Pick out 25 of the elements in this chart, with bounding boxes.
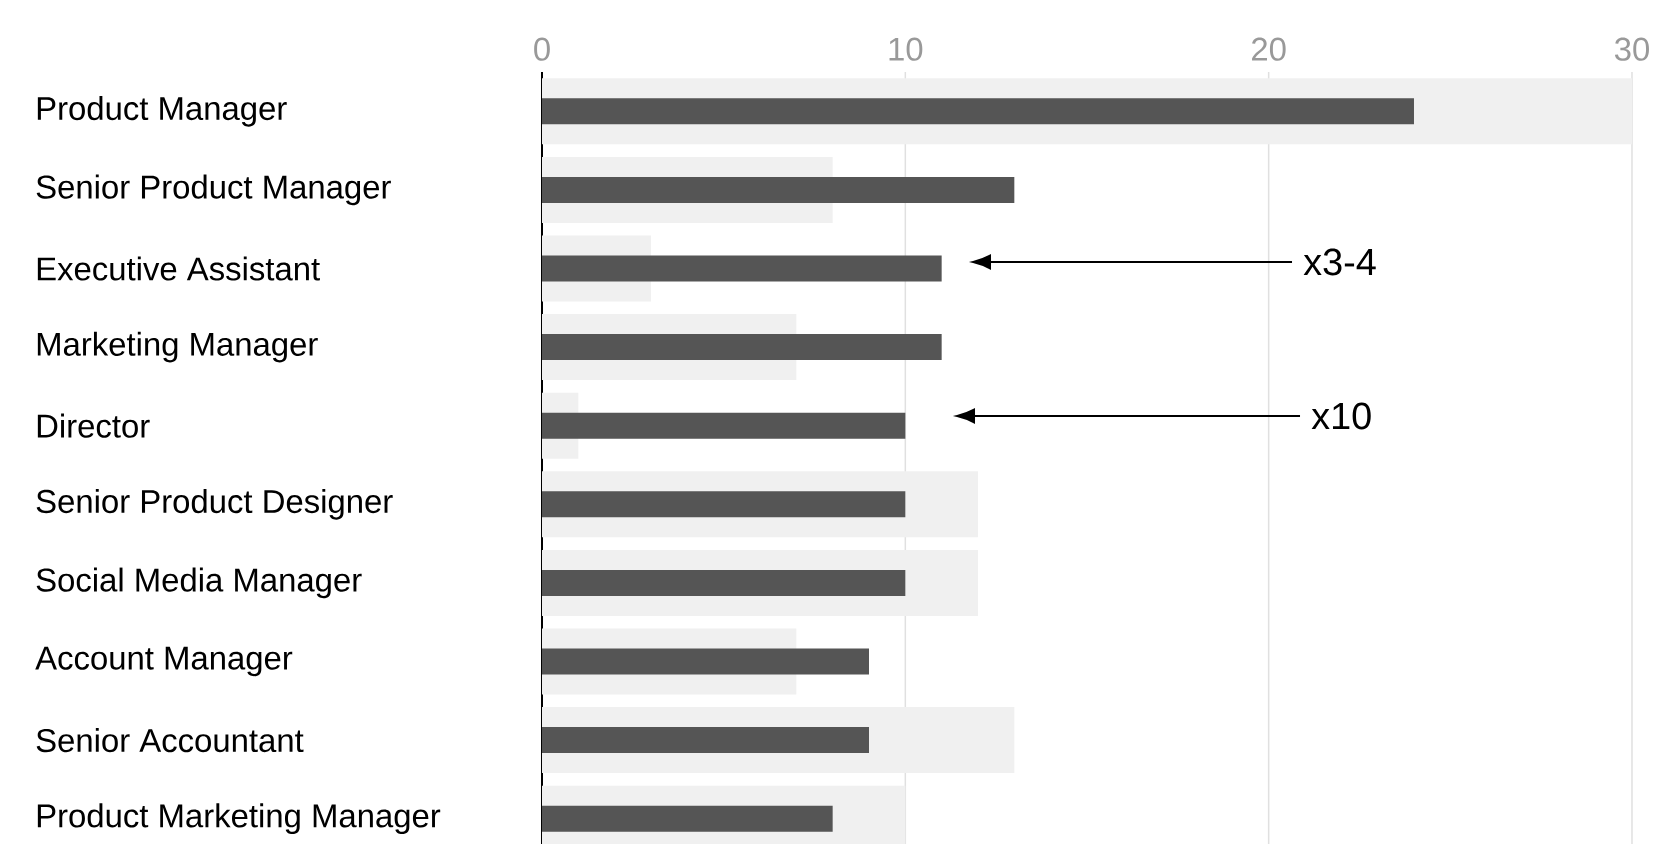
x-tick-label: 20 [1252, 37, 1286, 61]
bar [542, 491, 906, 518]
y-tick-label: Senior Product Designer [36, 488, 393, 520]
annotation: x10 [1311, 402, 1371, 430]
bar [542, 727, 869, 754]
bar [542, 255, 942, 282]
y-tick-label: Marketing Manager [37, 331, 318, 363]
x-tick-label: 0 [534, 37, 550, 61]
y-tick-label: Senior Product Manager [36, 174, 391, 206]
y-tick-label: Product Manager [37, 95, 287, 127]
y-tick-label: Product Marketing Manager [37, 803, 441, 835]
bar [542, 648, 869, 675]
bar [542, 176, 1015, 203]
y-tick-label: Account Manager [35, 646, 293, 677]
bar [542, 98, 1414, 125]
bar [542, 412, 906, 439]
y-tick-label: Senior Accountant [36, 728, 304, 753]
y-tick-label: Social Media Manager [36, 567, 362, 599]
x-tick-label: 30 [1614, 37, 1649, 61]
bar [542, 569, 906, 596]
bar [542, 334, 942, 361]
annotation: x3-4 [1303, 248, 1376, 276]
y-tick-label: Director [37, 413, 150, 438]
y-tick-label: Executive Assistant [37, 256, 320, 281]
x-tick-label: 10 [889, 37, 923, 61]
